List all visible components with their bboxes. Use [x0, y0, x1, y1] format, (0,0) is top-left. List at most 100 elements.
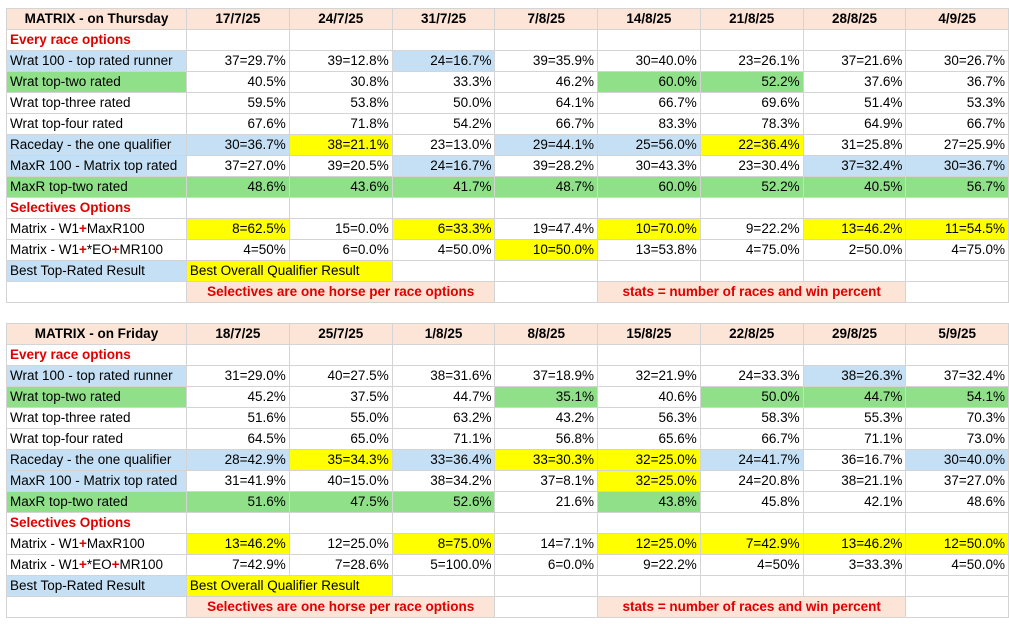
- value-cell[interactable]: 71.1%: [802, 428, 907, 450]
- value-cell[interactable]: 31=29.0%: [185, 365, 290, 387]
- value-cell[interactable]: 7=42.9%: [185, 554, 290, 576]
- empty-cell[interactable]: [185, 512, 290, 534]
- value-cell[interactable]: 4=75.0%: [905, 239, 1009, 261]
- date-header[interactable]: 1/8/25: [391, 323, 496, 345]
- legend-best-top-rated[interactable]: Best Top-Rated Result: [6, 575, 187, 597]
- value-cell[interactable]: 48.6%: [905, 491, 1009, 513]
- empty-cell[interactable]: [905, 197, 1009, 219]
- date-header[interactable]: 7/8/25: [494, 8, 598, 30]
- value-cell[interactable]: 37=27.0%: [905, 470, 1009, 492]
- value-cell[interactable]: 54.2%: [391, 113, 496, 135]
- value-cell[interactable]: 22=36.4%: [699, 134, 804, 156]
- empty-cell[interactable]: [391, 512, 496, 534]
- row-label[interactable]: MaxR 100 - Matrix top rated: [6, 470, 187, 492]
- row-label[interactable]: Wrat top-three rated: [6, 92, 187, 114]
- value-cell[interactable]: 32=21.9%: [597, 365, 701, 387]
- value-cell[interactable]: 51.4%: [802, 92, 907, 114]
- value-cell[interactable]: 53.8%: [288, 92, 393, 114]
- value-cell[interactable]: 38=26.3%: [802, 365, 907, 387]
- row-label[interactable]: Matrix - W1+MaxR100: [6, 218, 187, 240]
- value-cell[interactable]: 45.8%: [699, 491, 804, 513]
- section-label[interactable]: Every race options: [6, 344, 187, 366]
- value-cell[interactable]: 71.8%: [288, 113, 393, 135]
- value-cell[interactable]: 40.5%: [802, 176, 907, 198]
- value-cell[interactable]: 32=25.0%: [597, 470, 701, 492]
- legend-best-qualifier[interactable]: Best Overall Qualifier Result: [185, 575, 393, 597]
- value-cell[interactable]: 71.1%: [391, 428, 496, 450]
- value-cell[interactable]: 5=100.0%: [391, 554, 496, 576]
- row-label[interactable]: Wrat 100 - top rated runner: [6, 50, 187, 72]
- empty-cell[interactable]: [802, 512, 907, 534]
- value-cell[interactable]: 42.1%: [802, 491, 907, 513]
- date-header[interactable]: 18/7/25: [185, 323, 290, 345]
- row-label[interactable]: Wrat top-three rated: [6, 407, 187, 429]
- value-cell[interactable]: 45.2%: [185, 386, 290, 408]
- value-cell[interactable]: 10=50.0%: [494, 239, 598, 261]
- value-cell[interactable]: 35.1%: [494, 386, 598, 408]
- value-cell[interactable]: 51.6%: [185, 407, 290, 429]
- empty-cell[interactable]: [905, 29, 1009, 51]
- value-cell[interactable]: 30.8%: [288, 71, 393, 93]
- empty-cell[interactable]: [905, 512, 1009, 534]
- date-header[interactable]: 31/7/25: [391, 8, 496, 30]
- value-cell[interactable]: 24=16.7%: [391, 50, 496, 72]
- value-cell[interactable]: 63.2%: [391, 407, 496, 429]
- value-cell[interactable]: 38=21.1%: [802, 470, 907, 492]
- row-label[interactable]: Wrat 100 - top rated runner: [6, 365, 187, 387]
- empty-cell[interactable]: [905, 575, 1009, 597]
- row-label[interactable]: MaxR 100 - Matrix top rated: [6, 155, 187, 177]
- value-cell[interactable]: 7=42.9%: [699, 533, 804, 555]
- empty-cell[interactable]: [391, 344, 496, 366]
- value-cell[interactable]: 8=75.0%: [391, 533, 496, 555]
- value-cell[interactable]: 13=46.2%: [185, 533, 290, 555]
- value-cell[interactable]: 30=40.0%: [905, 449, 1009, 471]
- value-cell[interactable]: 4=50.0%: [391, 239, 496, 261]
- empty-cell[interactable]: [699, 344, 804, 366]
- value-cell[interactable]: 50.0%: [699, 386, 804, 408]
- value-cell[interactable]: 9=22.2%: [699, 218, 804, 240]
- empty-cell[interactable]: [597, 575, 701, 597]
- empty-cell[interactable]: [802, 575, 907, 597]
- value-cell[interactable]: 36=16.7%: [802, 449, 907, 471]
- value-cell[interactable]: 38=21.1%: [288, 134, 393, 156]
- row-label[interactable]: Matrix - W1+*EO+MR100: [6, 239, 187, 261]
- value-cell[interactable]: 43.2%: [494, 407, 598, 429]
- value-cell[interactable]: 13=46.2%: [802, 533, 907, 555]
- empty-cell[interactable]: [185, 344, 290, 366]
- empty-cell[interactable]: [802, 29, 907, 51]
- date-header[interactable]: 8/8/25: [494, 323, 598, 345]
- value-cell[interactable]: 65.6%: [597, 428, 701, 450]
- value-cell[interactable]: 40=15.0%: [288, 470, 393, 492]
- empty-cell[interactable]: [699, 575, 804, 597]
- value-cell[interactable]: 56.8%: [494, 428, 598, 450]
- value-cell[interactable]: 40=27.5%: [288, 365, 393, 387]
- value-cell[interactable]: 23=30.4%: [699, 155, 804, 177]
- value-cell[interactable]: 52.2%: [699, 71, 804, 93]
- value-cell[interactable]: 4=50%: [185, 239, 290, 261]
- value-cell[interactable]: 30=36.7%: [905, 155, 1009, 177]
- table-title[interactable]: MATRIX - on Thursday: [6, 8, 187, 30]
- value-cell[interactable]: 24=16.7%: [391, 155, 496, 177]
- section-label[interactable]: Selectives Options: [6, 197, 187, 219]
- value-cell[interactable]: 2=50.0%: [802, 239, 907, 261]
- row-label[interactable]: Matrix - W1+*EO+MR100: [6, 554, 187, 576]
- empty-cell[interactable]: [597, 260, 701, 282]
- value-cell[interactable]: 39=20.5%: [288, 155, 393, 177]
- date-header[interactable]: 4/9/25: [905, 8, 1009, 30]
- empty-cell[interactable]: [802, 344, 907, 366]
- value-cell[interactable]: 30=36.7%: [185, 134, 290, 156]
- value-cell[interactable]: 37.6%: [802, 71, 907, 93]
- section-label[interactable]: Every race options: [6, 29, 187, 51]
- value-cell[interactable]: 9=22.2%: [597, 554, 701, 576]
- value-cell[interactable]: 58.3%: [699, 407, 804, 429]
- value-cell[interactable]: 64.9%: [802, 113, 907, 135]
- empty-cell[interactable]: [905, 596, 1009, 618]
- empty-cell[interactable]: [597, 512, 701, 534]
- empty-cell[interactable]: [905, 344, 1009, 366]
- value-cell[interactable]: 83.3%: [597, 113, 701, 135]
- empty-cell[interactable]: [6, 281, 187, 303]
- value-cell[interactable]: 4=50.0%: [905, 554, 1009, 576]
- value-cell[interactable]: 55.0%: [288, 407, 393, 429]
- value-cell[interactable]: 48.6%: [185, 176, 290, 198]
- empty-cell[interactable]: [185, 197, 290, 219]
